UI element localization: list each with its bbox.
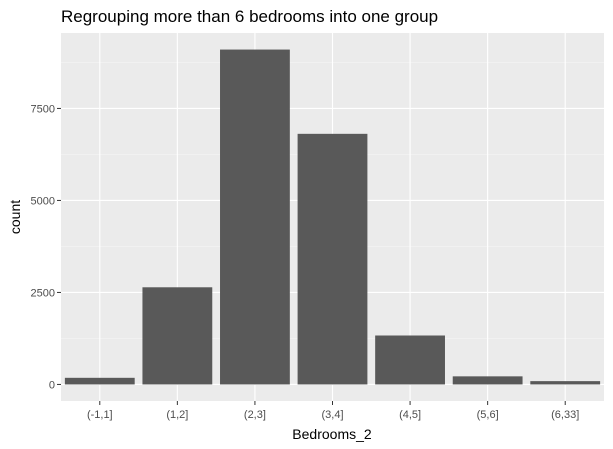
x-axis: (-1,1] (1,2] (2,3] (3,4] (4,5] (5,6] (6,33] xyxy=(87,401,579,421)
x-tick-label: (5,6] xyxy=(477,409,499,421)
x-tick-label: (2,3] xyxy=(244,409,266,421)
chart-title: Regrouping more than 6 bedrooms into one… xyxy=(61,7,438,26)
bar-(1,2] xyxy=(142,287,213,385)
bar-(4,5] xyxy=(375,335,445,385)
bars xyxy=(64,49,601,385)
x-tick-label: (6,33] xyxy=(551,409,579,421)
x-axis-title: Bedrooms_2 xyxy=(292,426,372,442)
y-tick-label: 7500 xyxy=(31,103,55,115)
x-tick-label: (3,4] xyxy=(321,409,343,421)
x-tick-label: (-1,1] xyxy=(87,409,113,421)
y-axis-title: count xyxy=(7,200,23,234)
y-tick-label: 0 xyxy=(49,379,55,391)
y-tick-label: 5000 xyxy=(31,195,55,207)
bar-(3,4] xyxy=(297,133,368,385)
x-tick-label: (4,5] xyxy=(399,409,421,421)
x-tick-label: (1,2] xyxy=(166,409,188,421)
bar-(6,33] xyxy=(530,381,601,385)
bar-(-1,1] xyxy=(64,377,135,385)
y-tick-label: 2500 xyxy=(31,287,55,299)
bar-(2,3] xyxy=(220,49,290,385)
bar-(5,6] xyxy=(452,376,523,385)
y-axis: 0 2500 5000 7500 xyxy=(31,103,61,391)
